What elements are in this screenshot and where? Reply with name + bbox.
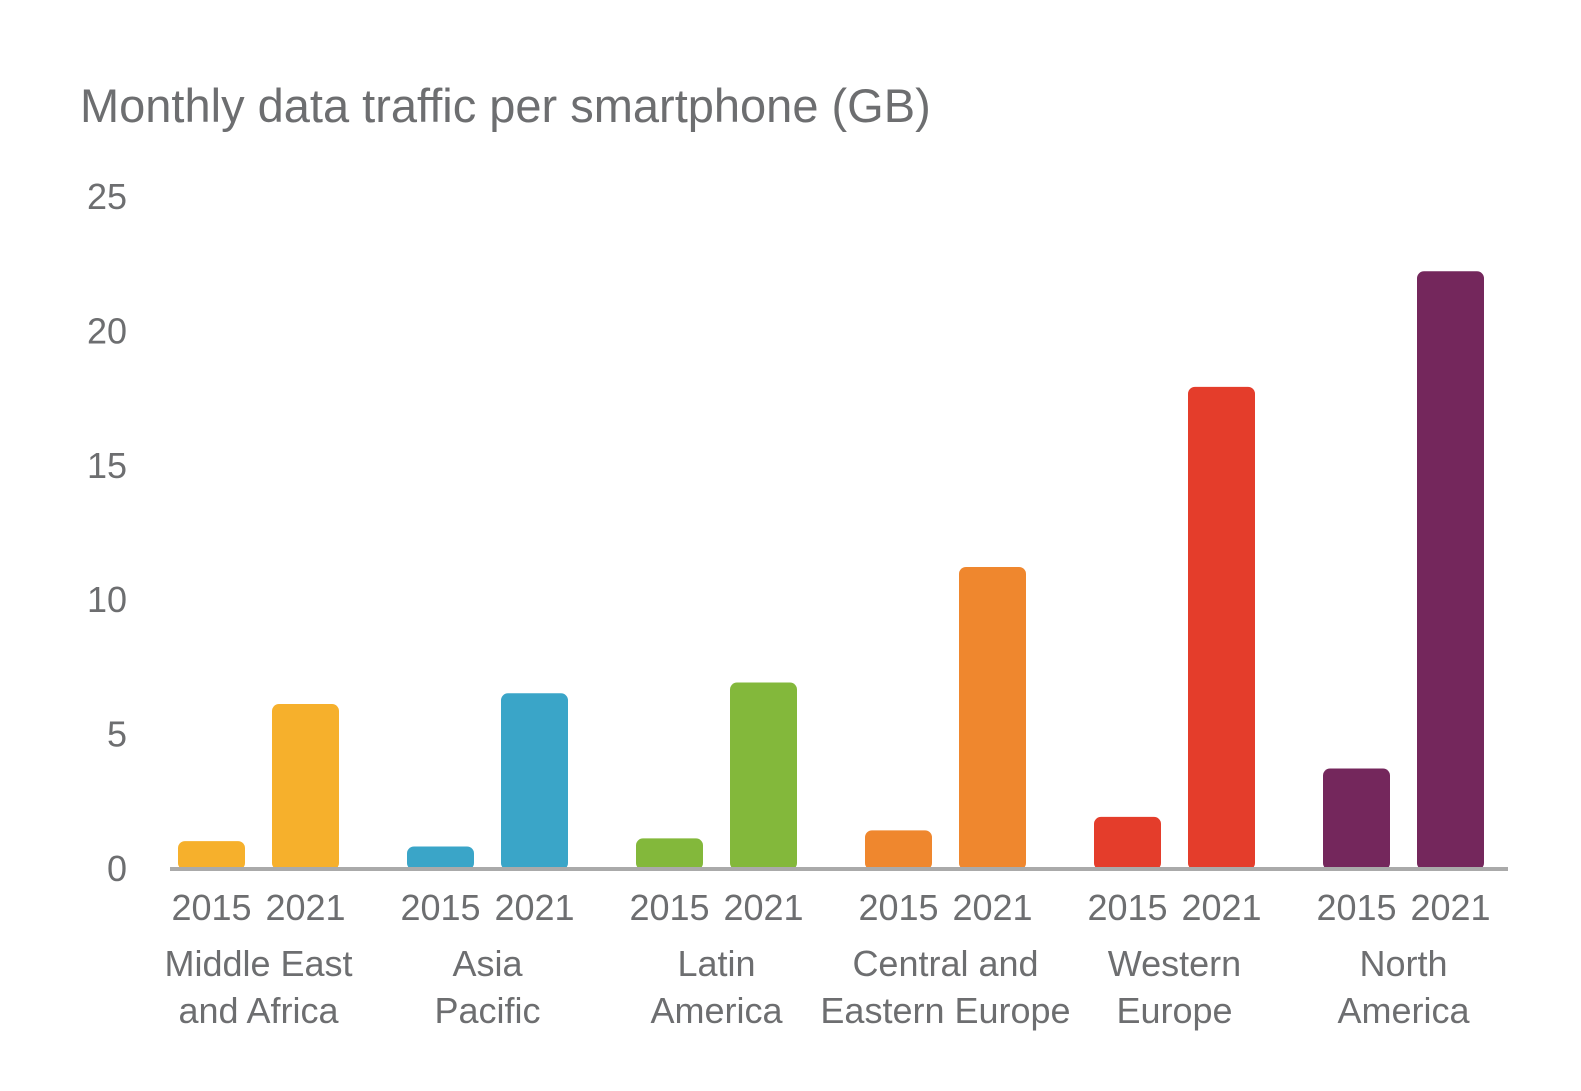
year-label: 2021 — [723, 887, 803, 928]
bar-2015 — [407, 846, 474, 870]
y-tick-label: 5 — [107, 714, 127, 755]
year-label: 2021 — [1181, 887, 1261, 928]
bar-2021 — [272, 704, 339, 870]
year-label: 2015 — [171, 887, 251, 928]
y-axis-ticks: 0 5 10 15 20 25 — [87, 176, 127, 889]
year-label: 2021 — [1410, 887, 1490, 928]
year-label: 2021 — [952, 887, 1032, 928]
y-tick-label: 15 — [87, 445, 127, 486]
year-label: 2015 — [400, 887, 480, 928]
year-label: 2015 — [858, 887, 938, 928]
category-label: Central and — [852, 943, 1038, 984]
x-axis-labels: 2015 2021 Middle East and Africa 2015 2021 Asi… — [164, 887, 1490, 1031]
year-label: 2021 — [494, 887, 574, 928]
category-label: Asia — [452, 943, 523, 984]
category-label: and Africa — [178, 990, 339, 1031]
bars — [178, 271, 1484, 870]
year-label: 2015 — [629, 887, 709, 928]
bar-2015 — [1094, 816, 1161, 870]
bar-2021 — [730, 682, 797, 870]
category-label: Western — [1108, 943, 1241, 984]
category-label: North — [1359, 943, 1447, 984]
category-label: Middle East — [164, 943, 352, 984]
category-label: Eastern Europe — [820, 990, 1070, 1031]
y-tick-label: 0 — [107, 848, 127, 889]
y-tick-label: 10 — [87, 579, 127, 620]
bar-2015 — [1323, 768, 1390, 870]
bar-2015 — [178, 841, 245, 870]
bar-2015 — [636, 838, 703, 870]
category-label: Latin — [677, 943, 755, 984]
chart-title: Monthly data traffic per smartphone (GB) — [80, 79, 931, 132]
bar-2021 — [1417, 271, 1484, 870]
y-tick-label: 20 — [87, 310, 127, 351]
year-label: 2021 — [265, 887, 345, 928]
bar-2021 — [1188, 386, 1255, 870]
bar-2015 — [865, 830, 932, 870]
category-label: Pacific — [434, 990, 540, 1031]
bar-2021 — [501, 693, 568, 870]
y-tick-label: 25 — [87, 176, 127, 217]
year-label: 2015 — [1316, 887, 1396, 928]
category-label: America — [650, 990, 783, 1031]
year-label: 2015 — [1087, 887, 1167, 928]
category-label: America — [1337, 990, 1470, 1031]
bar-2021 — [959, 566, 1026, 870]
category-label: Europe — [1116, 990, 1232, 1031]
